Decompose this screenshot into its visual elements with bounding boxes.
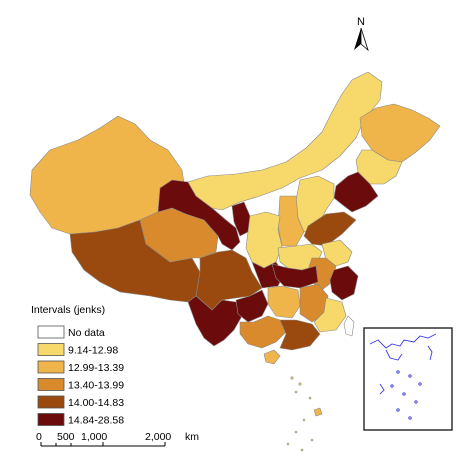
region-guangxi	[239, 315, 287, 349]
inset-taiwan	[427, 345, 433, 361]
legend-label: 14.84-28.58	[68, 415, 124, 427]
inset-dot	[396, 370, 400, 374]
island-dot	[302, 418, 306, 422]
region-taiwan	[343, 315, 355, 337]
scale-tick-label: 2,000	[145, 431, 171, 443]
legend-label: 9.14-12.98	[68, 345, 118, 357]
inset-dot	[418, 382, 422, 386]
inset-mainland	[385, 349, 403, 361]
legend-swatch	[37, 343, 65, 356]
inset-dot	[402, 392, 406, 396]
inset-bay	[379, 383, 385, 395]
legend-label: 12.99-13.39	[68, 362, 124, 374]
legend-title: Intervals (jenks)	[31, 304, 105, 316]
scale-tick-label: 0	[36, 431, 42, 443]
scale-bar-line	[40, 442, 166, 447]
inset-dot	[396, 408, 400, 412]
scale-tick-label: 500	[57, 431, 75, 443]
scale-bar: 0 500 1,000 2,000 km	[36, 431, 199, 447]
north-arrow-icon	[354, 28, 361, 50]
region-yunnan	[187, 295, 243, 347]
north-arrow-icon-half	[360, 27, 369, 52]
region-zhejiang	[329, 265, 359, 301]
legend: Intervals (jenks) No data 9.14-12.98 12.99…	[31, 304, 124, 427]
scale-tick-label: 1,000	[81, 431, 107, 443]
region-fujian	[313, 297, 347, 333]
region-shandong	[303, 211, 357, 247]
region-hubei	[271, 263, 319, 289]
legend-swatch	[37, 413, 65, 426]
island-dot	[286, 442, 290, 446]
inset-frame	[363, 327, 453, 431]
north-arrow: N	[354, 16, 369, 52]
inset-dot	[414, 400, 418, 404]
legend-swatch	[37, 360, 65, 374]
island-dot	[310, 438, 314, 442]
region-shaanxi	[245, 211, 283, 269]
inset-coastline	[369, 333, 437, 349]
region-liaoning	[333, 171, 379, 213]
island-dot	[294, 390, 298, 394]
island-dot	[308, 396, 312, 400]
island-dot	[294, 430, 298, 434]
legend-label: 14.00-14.83	[68, 397, 124, 409]
inset-map	[363, 327, 453, 431]
region-hainan	[263, 349, 281, 365]
legend-swatch	[37, 325, 65, 339]
legend-items: No data 9.14-12.98 12.99-13.39 13.40-13.99 1…	[37, 325, 124, 427]
region-jilin	[355, 149, 403, 185]
scale-unit: km	[185, 431, 199, 443]
island-dot	[300, 448, 304, 452]
inset-dot	[408, 416, 412, 420]
legend-label: No data	[68, 327, 105, 339]
region-inner-mongolia	[187, 71, 383, 211]
legend-swatch	[37, 378, 65, 391]
north-arrow-label: N	[357, 16, 365, 28]
island-patch	[313, 407, 323, 417]
province-regions	[29, 71, 441, 365]
inset-dot	[408, 374, 412, 378]
region-hunan	[267, 285, 301, 319]
region-guangdong	[279, 319, 321, 351]
legend-swatch	[37, 395, 65, 409]
south-sea-islands	[286, 376, 323, 452]
island-dot	[298, 382, 302, 386]
island-dot	[290, 376, 294, 380]
inset-features	[369, 333, 437, 420]
legend-label: 13.40-13.99	[68, 380, 124, 392]
inset-dot	[390, 384, 394, 388]
region-shanxi	[277, 195, 305, 247]
region-guizhou	[235, 289, 269, 323]
